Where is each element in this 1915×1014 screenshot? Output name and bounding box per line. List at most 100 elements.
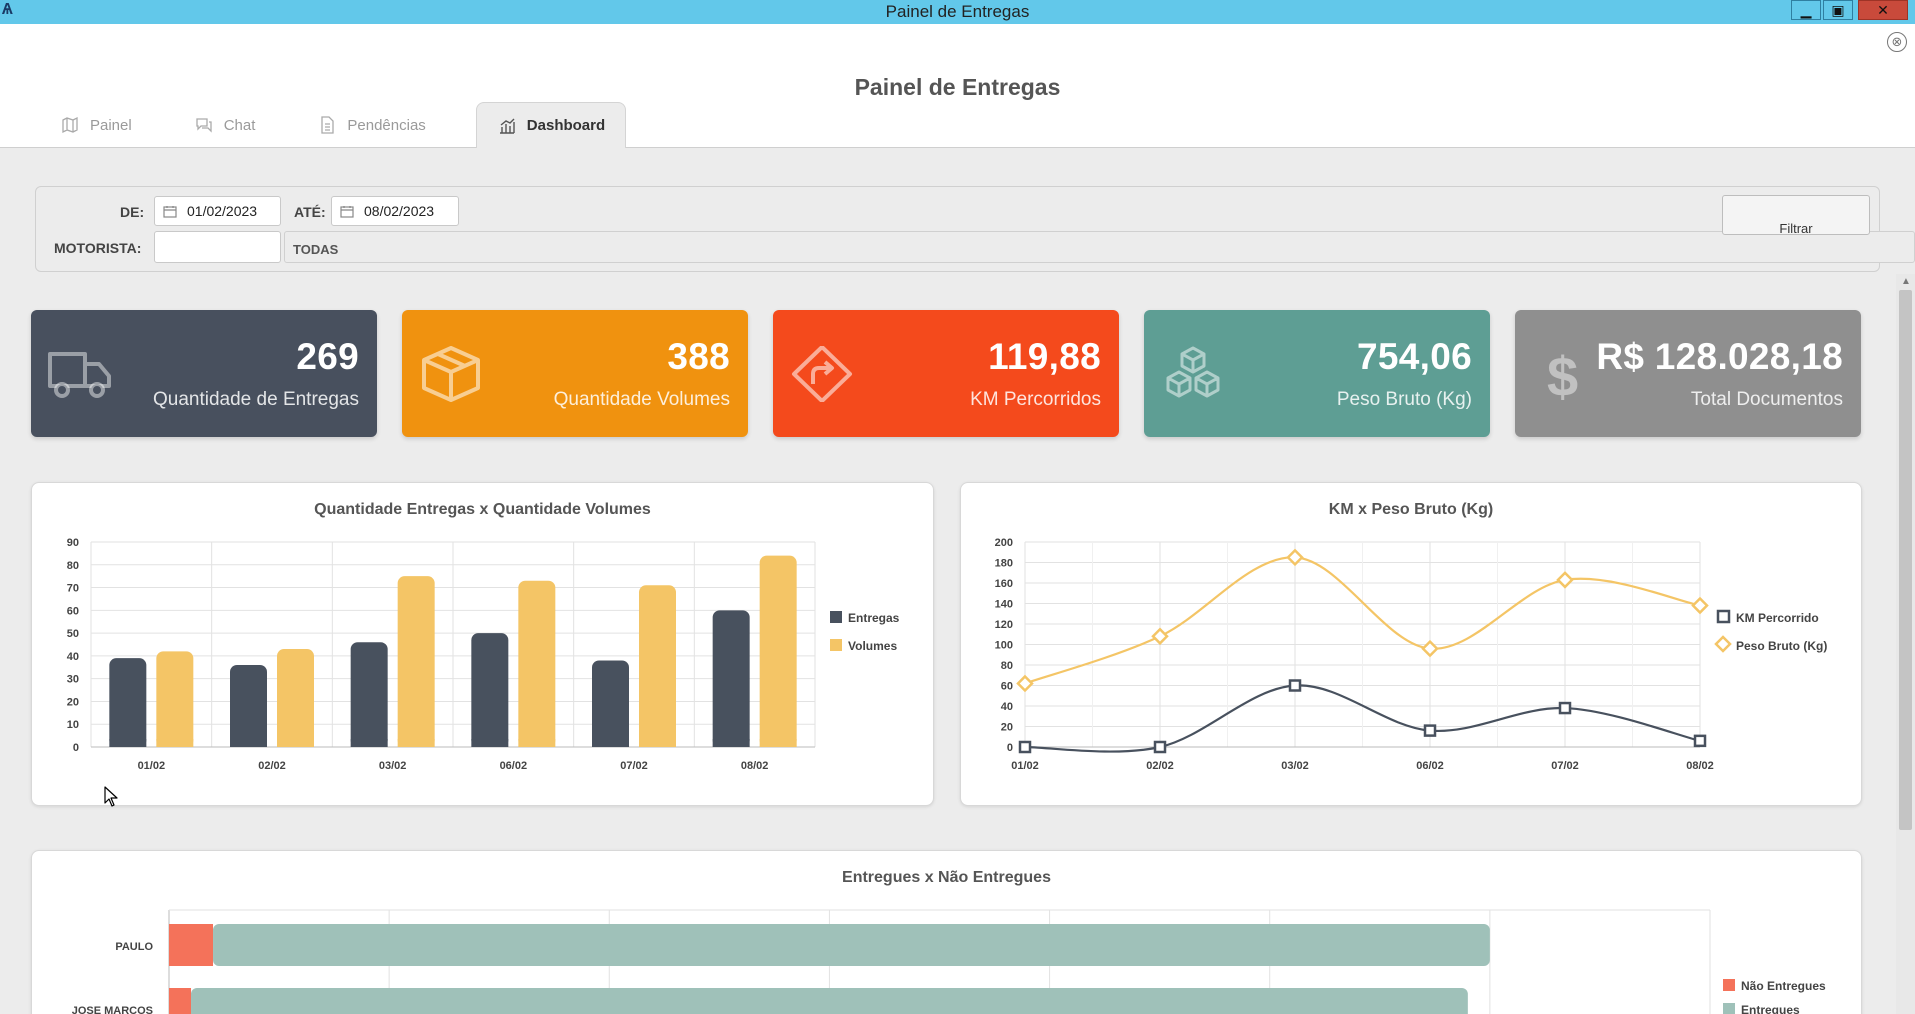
ate-label: ATÉ: bbox=[294, 204, 326, 220]
data-point bbox=[1288, 679, 1302, 692]
bar-segment bbox=[169, 924, 214, 966]
y-tick-label: 80 bbox=[67, 560, 79, 572]
motorista-name-field: TODAS bbox=[284, 231, 1915, 263]
bar bbox=[518, 580, 556, 747]
bar-base bbox=[471, 739, 509, 747]
bar-base bbox=[397, 739, 435, 747]
truck-icon bbox=[48, 352, 111, 398]
scroll-up-icon[interactable]: ▲ bbox=[1901, 276, 1911, 287]
document-icon bbox=[317, 115, 337, 135]
chart-title: KM x Peso Bruto (Kg) bbox=[1328, 501, 1494, 518]
kpi-value: 119,88 bbox=[988, 336, 1101, 377]
data-point bbox=[1693, 734, 1707, 748]
legend-label: KM Percorrido bbox=[1736, 611, 1819, 625]
bar-base bbox=[592, 739, 629, 747]
tab-label: Pendências bbox=[347, 116, 426, 134]
maximize-button[interactable]: ▣ bbox=[1823, 0, 1853, 20]
tab-label: Dashboard bbox=[526, 117, 606, 134]
kpi-label: Total Documentos bbox=[1690, 389, 1843, 410]
data-point bbox=[1018, 740, 1032, 754]
legend-swatch bbox=[1723, 979, 1735, 991]
bar bbox=[592, 660, 629, 747]
tab-dashboard[interactable]: Dashboard bbox=[475, 102, 627, 148]
vertical-scrollbar[interactable]: ▲ bbox=[1896, 274, 1915, 1014]
ate-date-value: 08/02/2023 bbox=[364, 203, 435, 219]
calendar-icon[interactable] bbox=[163, 205, 177, 218]
legend-swatch bbox=[1714, 635, 1732, 653]
legend-swatch bbox=[830, 639, 842, 651]
tab-painel[interactable]: Painel bbox=[40, 102, 152, 148]
route-icon bbox=[792, 346, 852, 402]
tab-label: Painel bbox=[90, 116, 132, 134]
close-panel-icon[interactable]: ⊗ bbox=[1887, 32, 1907, 52]
y-tick-label: 10 bbox=[67, 719, 79, 731]
kpi-value: 754,06 bbox=[1357, 336, 1472, 377]
entregues-chart-card: Entregues x Não Entregues PAULO JOSE MARC… bbox=[31, 850, 1862, 1014]
bar bbox=[109, 658, 147, 747]
tab-chat[interactable]: Chat bbox=[174, 102, 276, 148]
bar-base bbox=[639, 739, 676, 747]
bar bbox=[350, 642, 388, 747]
chart-icon bbox=[497, 116, 517, 136]
data-point bbox=[1421, 639, 1439, 658]
y-tick-label: JOSE MARCOS bbox=[72, 1005, 153, 1014]
data-point bbox=[1558, 701, 1572, 715]
kpi-value: R$ 128.028,18 bbox=[1596, 336, 1843, 377]
y-tick-label: 100 bbox=[995, 640, 1013, 652]
y-tick-label: 40 bbox=[1001, 701, 1013, 713]
close-window-button[interactable]: ✕ bbox=[1858, 0, 1908, 20]
tab-bar: Painel Chat Pendências Dashboard bbox=[40, 102, 648, 148]
legend-swatch bbox=[830, 611, 842, 623]
data-point bbox=[1691, 596, 1709, 615]
bar-base bbox=[350, 739, 388, 747]
y-tick-label: 120 bbox=[995, 619, 1013, 631]
calendar-icon[interactable] bbox=[340, 205, 354, 218]
y-tick-label: 140 bbox=[995, 599, 1013, 611]
y-tick-label: 180 bbox=[995, 558, 1013, 570]
box-icon bbox=[422, 346, 480, 402]
motorista-input[interactable] bbox=[154, 231, 281, 263]
chart-title: Entregues x Não Entregues bbox=[842, 869, 1051, 886]
y-tick-label: PAULO bbox=[115, 941, 153, 953]
bar bbox=[759, 555, 797, 747]
y-tick-label: 60 bbox=[1001, 681, 1013, 693]
legend-label: Não Entregues bbox=[1741, 979, 1826, 993]
kpi-card-entregas: 269 Quantidade de Entregas bbox=[31, 310, 377, 437]
tab-pendencias[interactable]: Pendências bbox=[297, 102, 445, 148]
y-tick-label: 60 bbox=[67, 605, 79, 617]
kpi-label: Quantidade de Entregas bbox=[153, 389, 359, 410]
kpi-card-volumes: 388 Quantidade Volumes bbox=[402, 310, 748, 437]
y-tick-label: 0 bbox=[73, 742, 79, 754]
bar-base bbox=[759, 739, 797, 747]
ate-date-field[interactable]: 08/02/2023 bbox=[331, 196, 459, 226]
x-tick-label: 01/02 bbox=[1011, 760, 1039, 772]
scrollbar-thumb[interactable] bbox=[1899, 290, 1912, 830]
legend-label: Entregues bbox=[1741, 1003, 1800, 1014]
dollar-icon: $ bbox=[1547, 346, 1578, 402]
km-peso-chart-card: KM x Peso Bruto (Kg) 0 20 40 60 80 100 120 140 1… bbox=[960, 482, 1862, 806]
legend-label: Peso Bruto (Kg) bbox=[1736, 639, 1827, 653]
page-header: ⊗ Painel de Entregas Painel Chat Pendênc… bbox=[0, 24, 1915, 148]
bar-segment bbox=[169, 988, 192, 1014]
bar-segment bbox=[213, 924, 1490, 966]
entregas-volumes-chart: 0 10 20 30 40 50 60 70 80 90 01/02 02/02 03/02 06/02 0… bbox=[67, 537, 900, 772]
bar bbox=[639, 585, 676, 747]
data-point bbox=[1153, 740, 1167, 754]
bar-base bbox=[277, 739, 314, 747]
mouse-cursor-icon bbox=[104, 786, 118, 807]
kpi-card-km: 119,88 KM Percorridos bbox=[773, 310, 1119, 437]
x-tick-label: 03/02 bbox=[1281, 760, 1309, 772]
y-tick-label: 50 bbox=[67, 628, 79, 640]
de-date-field[interactable]: 01/02/2023 bbox=[154, 196, 281, 226]
filtrar-button[interactable]: Filtrar bbox=[1722, 195, 1870, 235]
bar-base bbox=[230, 739, 267, 747]
y-tick-label: 40 bbox=[67, 651, 79, 663]
app-icon: Ѧ bbox=[2, 1, 13, 18]
x-tick-label: 06/02 bbox=[500, 760, 528, 772]
map-icon bbox=[60, 115, 80, 135]
minimize-button[interactable]: ▁ bbox=[1791, 0, 1821, 20]
kpi-value: 269 bbox=[296, 336, 359, 377]
entregas-volumes-chart-card: Quantidade Entregas x Quantidade Volumes… bbox=[31, 482, 934, 806]
tab-label: Chat bbox=[223, 116, 256, 134]
data-point bbox=[1016, 674, 1034, 693]
